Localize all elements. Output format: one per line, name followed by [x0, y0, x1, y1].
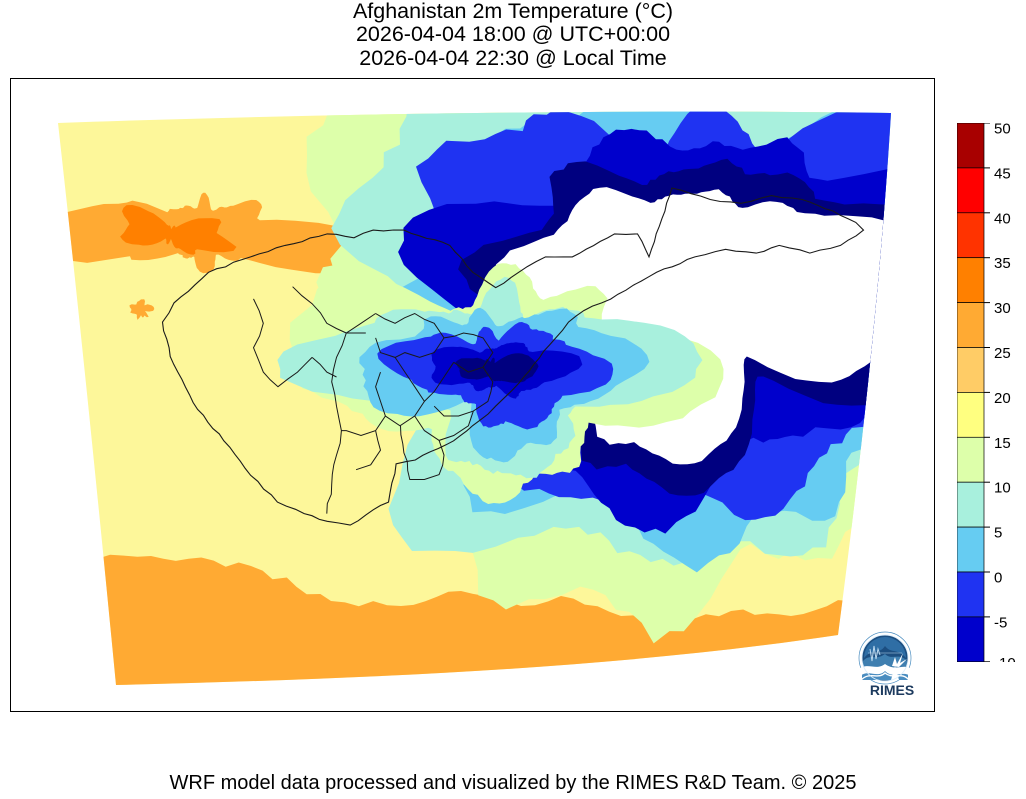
svg-text:45: 45 — [994, 165, 1011, 182]
svg-text:-10: -10 — [994, 655, 1016, 662]
svg-text:15: 15 — [994, 435, 1011, 452]
svg-text:RIMES: RIMES — [870, 682, 914, 698]
svg-text:35: 35 — [994, 255, 1011, 272]
svg-text:30: 30 — [994, 300, 1011, 317]
svg-text:50: 50 — [994, 123, 1011, 138]
svg-text:10: 10 — [994, 480, 1011, 497]
svg-text:-5: -5 — [994, 614, 1007, 631]
svg-text:20: 20 — [994, 390, 1011, 407]
svg-text:5: 5 — [994, 525, 1002, 542]
svg-text:25: 25 — [994, 345, 1011, 362]
svg-text:0: 0 — [994, 570, 1002, 587]
svg-text:40: 40 — [994, 210, 1011, 227]
